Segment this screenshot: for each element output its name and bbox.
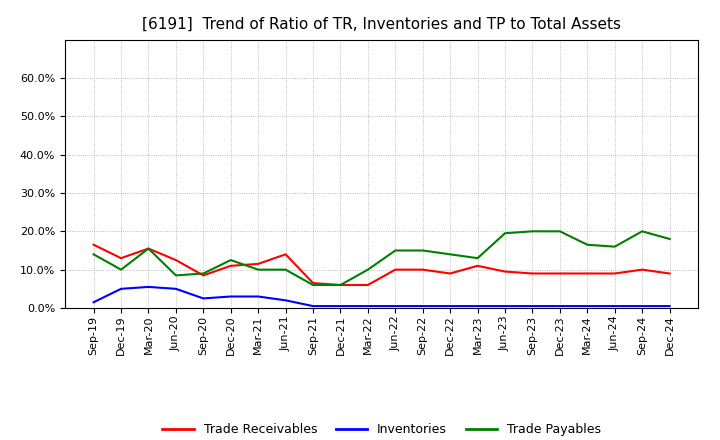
Inventories — [446, 304, 454, 309]
Trade Payables — [665, 236, 674, 242]
Trade Receivables — [473, 263, 482, 268]
Title: [6191]  Trend of Ratio of TR, Inventories and TP to Total Assets: [6191] Trend of Ratio of TR, Inventories… — [142, 16, 621, 32]
Trade Payables — [309, 282, 318, 288]
Inventories — [254, 294, 263, 299]
Trade Receivables — [199, 273, 207, 278]
Trade Receivables — [583, 271, 592, 276]
Trade Receivables — [364, 282, 372, 288]
Inventories — [117, 286, 125, 291]
Line: Inventories: Inventories — [94, 287, 670, 306]
Inventories — [418, 304, 427, 309]
Trade Payables — [500, 231, 509, 236]
Trade Receivables — [89, 242, 98, 247]
Inventories — [611, 304, 619, 309]
Trade Payables — [364, 267, 372, 272]
Trade Payables — [144, 246, 153, 251]
Trade Receivables — [391, 267, 400, 272]
Trade Receivables — [638, 267, 647, 272]
Trade Receivables — [500, 269, 509, 274]
Inventories — [556, 304, 564, 309]
Inventories — [199, 296, 207, 301]
Inventories — [364, 304, 372, 309]
Trade Payables — [171, 273, 180, 278]
Trade Receivables — [254, 261, 263, 267]
Line: Trade Payables: Trade Payables — [94, 231, 670, 285]
Trade Receivables — [117, 256, 125, 261]
Inventories — [391, 304, 400, 309]
Inventories — [528, 304, 537, 309]
Trade Receivables — [446, 271, 454, 276]
Trade Receivables — [144, 246, 153, 251]
Inventories — [309, 304, 318, 309]
Trade Payables — [611, 244, 619, 249]
Trade Payables — [391, 248, 400, 253]
Trade Receivables — [226, 263, 235, 268]
Inventories — [336, 304, 345, 309]
Trade Payables — [336, 282, 345, 288]
Trade Payables — [583, 242, 592, 247]
Legend: Trade Receivables, Inventories, Trade Payables: Trade Receivables, Inventories, Trade Pa… — [157, 418, 606, 440]
Trade Receivables — [418, 267, 427, 272]
Trade Receivables — [336, 282, 345, 288]
Trade Receivables — [282, 252, 290, 257]
Trade Payables — [226, 257, 235, 263]
Inventories — [665, 304, 674, 309]
Inventories — [226, 294, 235, 299]
Inventories — [500, 304, 509, 309]
Inventories — [583, 304, 592, 309]
Inventories — [638, 304, 647, 309]
Trade Receivables — [171, 257, 180, 263]
Trade Payables — [638, 229, 647, 234]
Inventories — [144, 284, 153, 290]
Trade Receivables — [528, 271, 537, 276]
Inventories — [89, 300, 98, 305]
Trade Receivables — [556, 271, 564, 276]
Trade Receivables — [309, 280, 318, 286]
Line: Trade Receivables: Trade Receivables — [94, 245, 670, 285]
Trade Payables — [528, 229, 537, 234]
Inventories — [171, 286, 180, 291]
Trade Payables — [473, 256, 482, 261]
Inventories — [473, 304, 482, 309]
Trade Receivables — [665, 271, 674, 276]
Trade Payables — [117, 267, 125, 272]
Trade Payables — [446, 252, 454, 257]
Trade Payables — [556, 229, 564, 234]
Trade Payables — [199, 271, 207, 276]
Trade Payables — [89, 252, 98, 257]
Trade Payables — [282, 267, 290, 272]
Trade Payables — [254, 267, 263, 272]
Inventories — [282, 298, 290, 303]
Trade Payables — [418, 248, 427, 253]
Trade Receivables — [611, 271, 619, 276]
